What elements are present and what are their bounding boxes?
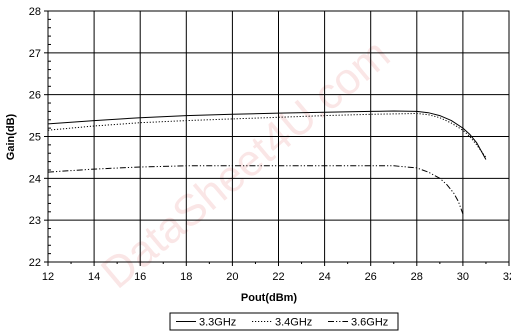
series-line-3.3GHz bbox=[47, 110, 487, 160]
series-line-3.6GHz bbox=[47, 165, 464, 215]
y-tick-label: 26 bbox=[29, 90, 41, 102]
x-tick-label: 14 bbox=[88, 271, 100, 283]
x-tick-label: 18 bbox=[180, 271, 192, 283]
x-tick-label: 12 bbox=[42, 271, 54, 283]
y-axis-ticks: 22 23 24 25 26 27 28 bbox=[29, 6, 51, 269]
y-axis-title: Gain(dB) bbox=[5, 113, 17, 160]
y-tick-label: 27 bbox=[29, 48, 41, 60]
grid bbox=[47, 10, 510, 263]
y-tick-label: 25 bbox=[29, 132, 41, 144]
series-line-3.4GHz bbox=[47, 112, 487, 158]
y-tick-label: 23 bbox=[29, 215, 41, 227]
y-tick-label: 22 bbox=[29, 257, 41, 269]
x-axis-ticks: 12 14 16 18 20 22 24 26 28 30 32 bbox=[42, 262, 511, 283]
x-tick-label: 32 bbox=[503, 271, 511, 283]
legend-label: 3.4GHz bbox=[275, 317, 312, 329]
x-tick-label: 26 bbox=[365, 271, 377, 283]
x-tick-label: 30 bbox=[457, 271, 469, 283]
x-tick-label: 16 bbox=[134, 271, 146, 283]
x-tick-label: 28 bbox=[411, 271, 423, 283]
series-layer bbox=[47, 110, 487, 215]
legend-label: 3.3GHz bbox=[199, 317, 236, 329]
y-tick-label: 24 bbox=[29, 173, 41, 185]
legend-box bbox=[169, 312, 399, 331]
watermark-text: DataSheet4U.com bbox=[92, 30, 399, 299]
x-tick-label: 20 bbox=[226, 271, 238, 283]
x-axis-title: Pout(dBm) bbox=[241, 292, 298, 304]
y-tick-label: 28 bbox=[29, 6, 41, 18]
legend: 3.3GHz 3.4GHz 3.6GHz bbox=[169, 312, 399, 331]
x-tick-label: 22 bbox=[272, 271, 284, 283]
legend-label: 3.6GHz bbox=[351, 317, 388, 329]
x-tick-label: 24 bbox=[318, 271, 330, 283]
